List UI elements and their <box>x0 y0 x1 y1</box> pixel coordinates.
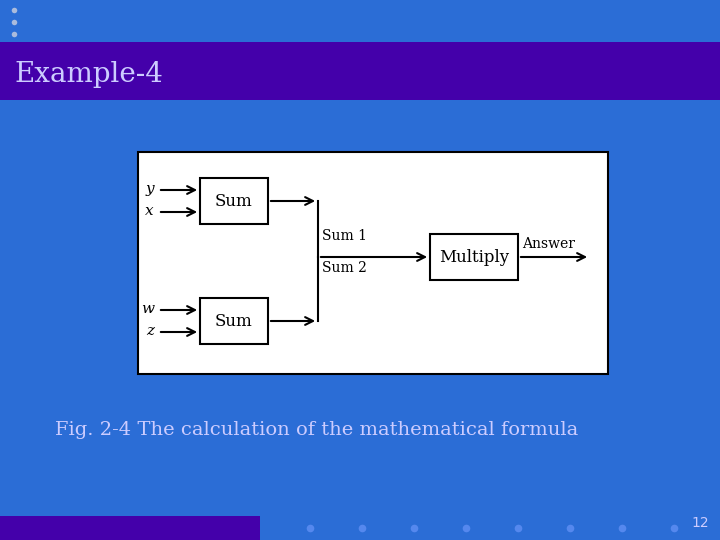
Text: Sum 1: Sum 1 <box>322 229 367 243</box>
Bar <box>200 178 268 224</box>
Text: Sum: Sum <box>215 313 253 329</box>
Bar <box>200 298 268 344</box>
Bar <box>430 234 518 280</box>
Bar <box>138 152 608 374</box>
Text: z: z <box>146 324 154 338</box>
Text: y: y <box>145 182 154 196</box>
Text: Example-4: Example-4 <box>14 60 163 87</box>
Text: Sum: Sum <box>215 192 253 210</box>
Text: Fig. 2-4 The calculation of the mathematical formula: Fig. 2-4 The calculation of the mathemat… <box>55 421 578 439</box>
Text: Answer: Answer <box>522 237 575 251</box>
Bar <box>0 516 260 540</box>
Text: Sum 2: Sum 2 <box>322 261 367 275</box>
Text: Multiply: Multiply <box>439 248 509 266</box>
Bar <box>0 42 720 100</box>
Text: x: x <box>145 204 154 218</box>
Text: w: w <box>141 302 154 316</box>
Text: 12: 12 <box>691 516 708 530</box>
